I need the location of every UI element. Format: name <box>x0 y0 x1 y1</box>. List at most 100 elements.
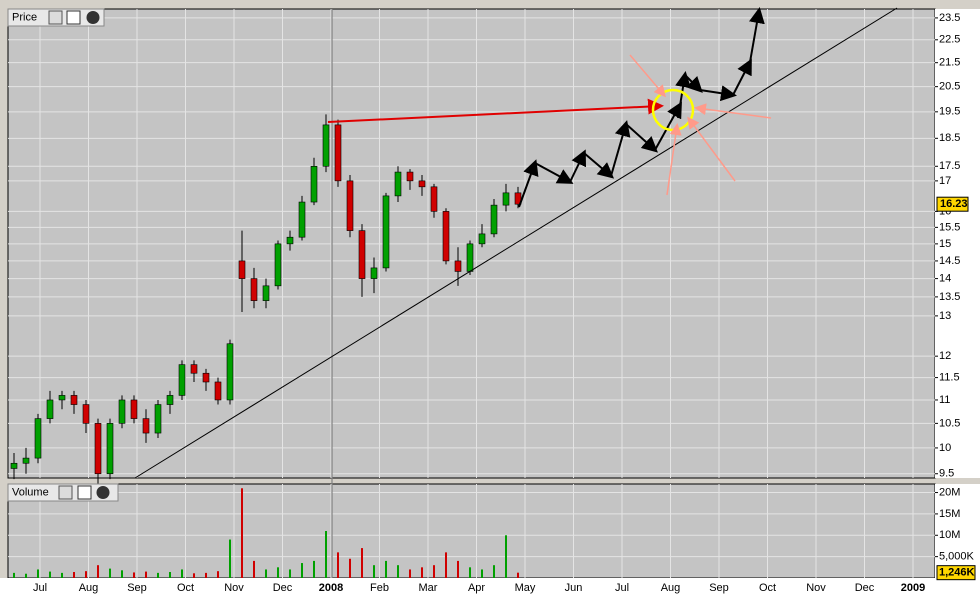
close-icon[interactable] <box>96 486 110 499</box>
candle-body <box>58 395 66 401</box>
volume-bar <box>445 552 447 578</box>
x-tick-label: Oct <box>759 582 776 594</box>
y-tick-label: 10.5 <box>939 417 960 429</box>
volume-bar <box>97 565 99 578</box>
y-tick-label: 12 <box>939 350 951 362</box>
candle-body <box>514 192 522 205</box>
candle-body <box>346 180 354 231</box>
settings-icon[interactable] <box>48 10 63 25</box>
y-tick-label: 11 <box>939 394 950 406</box>
y2-tick-label: 15M <box>939 508 960 520</box>
candle-body <box>274 243 282 287</box>
x-tick-label: Dec <box>273 582 293 594</box>
y-tick-label: 13.5 <box>939 291 960 303</box>
volume-bar <box>337 552 339 578</box>
date-axis <box>0 578 980 596</box>
candle-body <box>130 399 138 419</box>
volume-bar <box>265 569 267 578</box>
candle-body <box>250 278 258 301</box>
x-tick-label: Jul <box>615 582 629 594</box>
candle-body <box>466 243 474 272</box>
x-tick-label: Jul <box>33 582 47 594</box>
volume-bar <box>25 573 27 578</box>
x-tick-label: May <box>515 582 536 594</box>
candle-body <box>190 364 198 374</box>
x-tick-label: Mar <box>419 582 438 594</box>
last-volume-label: 1,246K <box>939 567 975 579</box>
y-tick-label: 23.5 <box>939 12 960 24</box>
candle-body <box>82 404 90 424</box>
x-tick-label: 2008 <box>319 582 343 594</box>
volume-bar <box>121 570 123 578</box>
x-tick-label: Nov <box>224 582 244 594</box>
volume-axis <box>935 484 980 578</box>
volume-bar <box>277 567 279 578</box>
volume-bar <box>61 572 63 578</box>
candle-body <box>382 195 390 269</box>
y-tick-label: 21.5 <box>939 57 960 69</box>
y2-tick-label: 10M <box>939 529 960 541</box>
candle-body <box>490 204 498 235</box>
candle-body <box>406 171 414 182</box>
candle-body <box>358 230 366 279</box>
volume-bar <box>493 565 495 578</box>
projection-arrows <box>518 7 765 208</box>
volume-bar <box>421 567 423 578</box>
candle-body <box>310 165 318 203</box>
volume-bar <box>301 563 303 578</box>
volume-bar <box>181 569 183 578</box>
candle-body <box>454 260 462 272</box>
candle-body <box>214 381 222 401</box>
volume-bar <box>13 572 15 578</box>
x-tick-label: Dec <box>855 582 875 594</box>
close-icon[interactable] <box>86 11 100 24</box>
volume-bar <box>373 565 375 578</box>
last-volume-box <box>936 565 976 581</box>
settings-icon[interactable] <box>58 485 73 500</box>
volume-bar <box>349 558 351 578</box>
maximize-icon[interactable] <box>66 10 81 25</box>
pink-arrows <box>629 54 772 196</box>
candle-body <box>418 180 426 188</box>
volume-bar <box>85 571 87 578</box>
y-tick-label: 22.5 <box>939 34 960 46</box>
volume-bar <box>397 565 399 578</box>
candle-body <box>286 236 294 245</box>
y-tick-label: 13 <box>939 310 951 322</box>
candle-body <box>118 399 126 424</box>
candle-body <box>142 418 150 434</box>
price-axis <box>935 9 980 478</box>
volume-bar <box>157 572 159 578</box>
volume-bar <box>313 560 315 578</box>
candle-body <box>22 457 30 464</box>
volume-bar <box>133 572 135 578</box>
y-tick-label: 15 <box>939 238 951 250</box>
volume-bar <box>217 571 219 578</box>
candle-body <box>478 233 486 245</box>
candle-body <box>394 171 402 197</box>
candle-body <box>94 423 102 475</box>
volume-bar <box>517 572 519 578</box>
volume-bar <box>289 569 291 578</box>
candle-body <box>334 124 342 182</box>
candle-body <box>298 201 306 238</box>
volume-bar <box>361 548 363 578</box>
marks <box>10 114 522 578</box>
x-tick-label: Aug <box>661 582 681 594</box>
y-tick-label: 20.5 <box>939 81 960 93</box>
volume-bar <box>505 535 507 578</box>
candle-body <box>202 372 210 383</box>
volume-bar <box>241 488 243 578</box>
candle-body <box>46 399 54 419</box>
red-arrow <box>327 98 664 123</box>
candle-body <box>70 395 78 405</box>
candle-body <box>154 404 162 434</box>
volume-bar <box>469 567 471 578</box>
volume-bar <box>229 539 231 578</box>
volume-bar <box>193 573 195 578</box>
volume-bar <box>385 560 387 578</box>
candle-body <box>430 186 438 212</box>
maximize-icon[interactable] <box>77 485 92 500</box>
